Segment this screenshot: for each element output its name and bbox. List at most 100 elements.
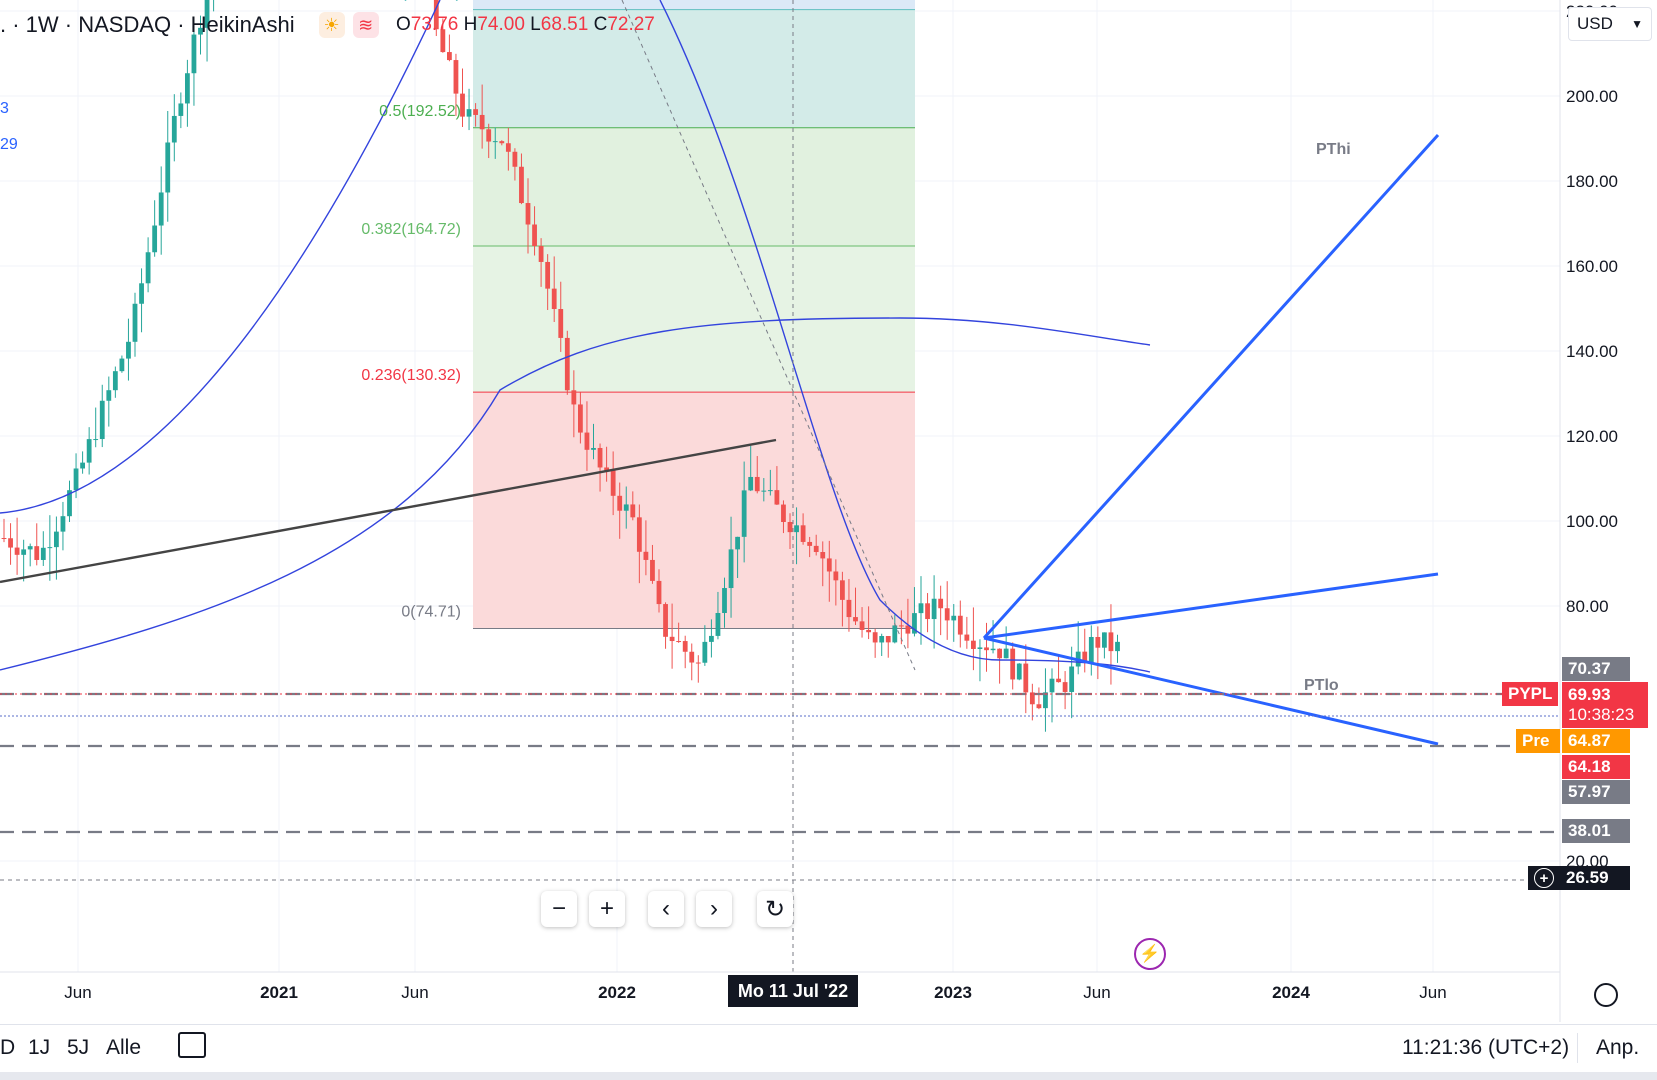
fib-level-label: 0.382(164.72) — [361, 221, 461, 238]
candles-layer — [1, 0, 1120, 732]
fib-zone — [473, 245, 915, 393]
candle-body — [859, 621, 865, 630]
crosshair-price-tag[interactable]: + 26.59 — [1528, 866, 1630, 890]
symbol-line[interactable]: . · 1W · NASDAQ · HeikinAshi — [0, 12, 295, 37]
ohlc-values: O73.76 H74.00 L68.51 C72.27 — [396, 14, 655, 36]
candle-body — [67, 490, 72, 517]
low-label: L — [530, 14, 541, 35]
candle-body — [669, 636, 675, 642]
candle-body — [112, 371, 118, 391]
candle-body — [709, 635, 714, 642]
candle-body — [990, 648, 996, 651]
candle-body — [1056, 678, 1061, 683]
candle-body — [977, 647, 983, 649]
chevron-down-icon: ▼ — [1631, 17, 1643, 31]
last-price-tag: 69.93 10:38:23 — [1562, 682, 1648, 728]
left-clip-2: 29 — [0, 136, 18, 153]
reset-chart-button[interactable]: ↻ — [757, 891, 793, 927]
zoom-in-button[interactable]: + — [589, 891, 625, 927]
fib-level-label: 0.236(130.32) — [361, 367, 461, 384]
lightning-icon[interactable]: ⚡ — [1134, 938, 1166, 970]
y-tick-label: 200.00 — [1566, 87, 1618, 106]
candle-body — [1010, 648, 1016, 680]
candle-body — [650, 559, 655, 581]
candle-body — [794, 525, 799, 533]
candle-body — [198, 27, 203, 35]
candle-body — [630, 504, 636, 518]
candle-body — [21, 549, 27, 555]
candle-body — [479, 114, 485, 130]
pre-label-tag: Pre — [1516, 729, 1560, 753]
y-tick-label: 160.00 — [1566, 257, 1618, 276]
adjust-button[interactable]: Anp. — [1596, 1036, 1640, 1059]
x-tick-label: 2024 — [1272, 983, 1310, 1002]
candle-body — [433, 0, 439, 30]
range-5y[interactable]: 5J — [67, 1036, 90, 1059]
candle-body — [545, 261, 551, 289]
candle-body — [8, 538, 13, 548]
candle-body — [466, 109, 472, 117]
horizontal-levels — [0, 0, 1560, 972]
candle-body — [682, 641, 688, 652]
range-1y[interactable]: 1J — [28, 1036, 51, 1059]
candle-body — [460, 93, 465, 117]
low-value: 68.51 — [540, 14, 589, 35]
x-tick-label: Jun — [64, 983, 91, 1002]
candle-body — [106, 390, 112, 401]
candle-body — [185, 73, 190, 104]
candle-body — [99, 400, 105, 440]
candle-body — [1016, 663, 1022, 680]
candle-body — [767, 490, 773, 492]
candle-body — [440, 29, 446, 53]
candle-body — [191, 34, 197, 74]
zoom-out-button[interactable]: − — [541, 891, 577, 927]
candle-body — [578, 404, 583, 433]
candle-body — [761, 490, 767, 492]
gear-icon[interactable] — [1594, 983, 1618, 1007]
fib-level-label: 0.5(192.52) — [379, 103, 461, 120]
candle-body — [754, 476, 760, 492]
premarket-tag: 64.87 — [1562, 729, 1630, 753]
ma-mid-line — [659, 0, 1151, 673]
candle-body — [800, 525, 806, 542]
candle-body — [984, 647, 989, 651]
candle-body — [486, 129, 492, 142]
clock-time[interactable]: 11:21:36 (UTC+2) — [1402, 1036, 1570, 1059]
candle-body — [866, 629, 871, 633]
moving-averages — [0, 0, 1151, 673]
candle-body — [938, 598, 944, 609]
currency-dropdown[interactable]: USD ▼ — [1568, 7, 1652, 41]
candle-body — [34, 546, 40, 560]
wave-icon: ≋ — [352, 12, 379, 38]
symbol-header[interactable]: . · 1W · NASDAQ · HeikinAshi ☀ ≋ — [0, 8, 379, 42]
candle-body — [918, 603, 924, 614]
compare-icon[interactable] — [178, 1032, 206, 1058]
fib-zone — [473, 9, 915, 128]
candle-body — [826, 558, 832, 572]
bottom-strip — [0, 1072, 1657, 1080]
candle-body — [925, 603, 930, 620]
candle-body — [610, 470, 616, 496]
candle-body — [879, 636, 885, 643]
y-tick-label: 120.00 — [1566, 427, 1618, 446]
candle-body — [1108, 632, 1114, 652]
fib-level-label: 0.618(220.32) — [361, 0, 461, 2]
candle-body — [158, 192, 164, 226]
candle-body — [853, 617, 858, 622]
candle-body — [54, 531, 59, 548]
candle-body — [1029, 692, 1035, 705]
range-all[interactable]: Alle — [106, 1036, 142, 1059]
scroll-right-button[interactable]: › — [696, 891, 732, 927]
plus-circle-icon[interactable]: + — [1534, 868, 1554, 888]
range-d[interactable]: D — [0, 1036, 16, 1059]
candle-body — [820, 552, 826, 559]
x-tick-label: Jun — [401, 983, 428, 1002]
ticker-tag: PYPL — [1502, 682, 1558, 706]
candle-body — [741, 490, 747, 537]
ma-fast-line — [0, 0, 441, 514]
x-tick-label: 2023 — [934, 983, 972, 1002]
candle-body — [663, 604, 668, 637]
scroll-left-button[interactable]: ‹ — [648, 891, 684, 927]
candle-body — [833, 571, 839, 581]
